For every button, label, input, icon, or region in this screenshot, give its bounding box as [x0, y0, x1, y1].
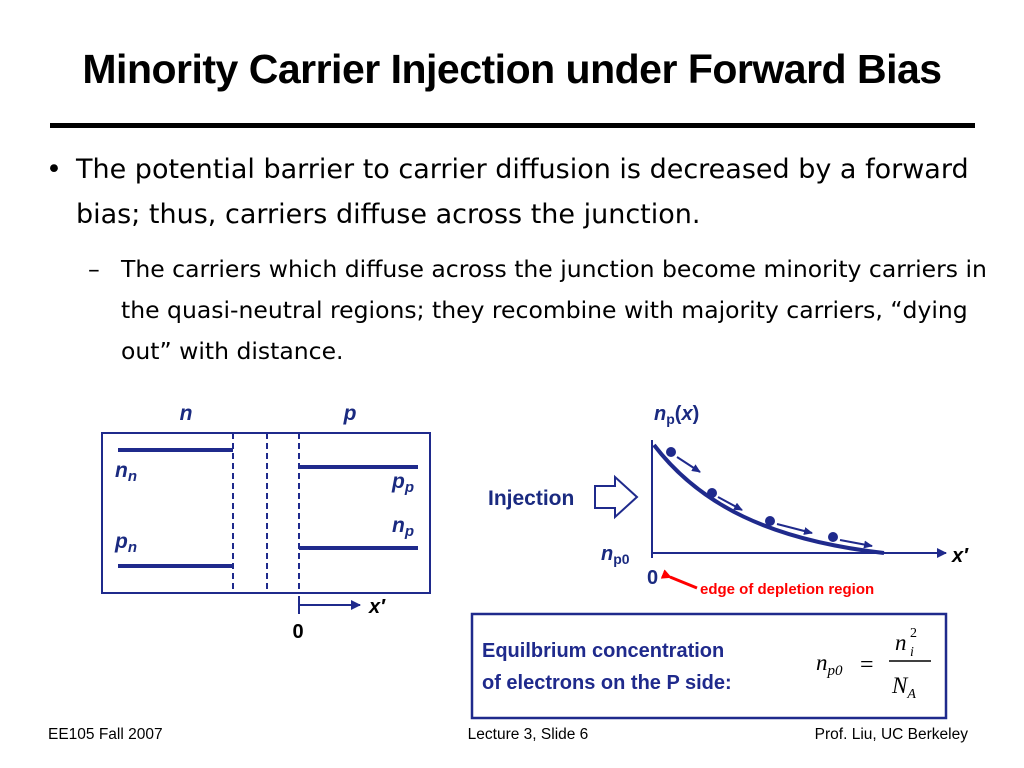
y-axis-label: np(x) [654, 403, 699, 427]
drift-arrow [676, 456, 701, 473]
pp-label: pp [391, 470, 414, 496]
edge-pointer-arrow [660, 569, 698, 590]
x-prime-axis-label: x′ [368, 596, 386, 618]
sub-bullet-1-text: The carriers which diffuse across the ju… [121, 255, 987, 365]
equation-numerator: n [895, 630, 907, 655]
sub-bullet-mark: – [88, 255, 100, 283]
equation-caption-line2: of electrons on the P side: [482, 672, 732, 694]
np0-label: np0 [601, 543, 630, 567]
carrier-dot [828, 532, 838, 542]
axis-origin-label: 0 [292, 621, 303, 643]
equation-numerator-sub: i [910, 645, 914, 660]
bullet-1: • The potential barrier to carrier diffu… [46, 147, 986, 237]
equation-caption-line1: Equilbrium concentration [482, 640, 724, 662]
equation-box: Equilbrium concentration of electrons on… [470, 612, 948, 720]
drift-arrow [776, 523, 813, 535]
footer-course: EE105 Fall 2007 [48, 726, 163, 743]
decay-curve [652, 443, 885, 555]
junction-diagram: n p nn pn pp np x′ 0 [101, 402, 431, 643]
plot-x-label: x′ [951, 545, 969, 567]
carrier-dot [707, 488, 717, 498]
carrier-profile-plot: np(x) Injection np0 0 x′ edge of depleti… [488, 403, 969, 598]
bullet-1-sub-1: – The carriers which diffuse across the … [88, 249, 1000, 372]
equation-box-frame [470, 612, 948, 720]
bullet-1-text: The potential barrier to carrier diffusi… [76, 154, 969, 230]
equation-denominator: NA [891, 673, 916, 702]
np-label: np [392, 514, 414, 540]
slide-title: Minority Carrier Injection under Forward… [82, 46, 942, 92]
injection-label: Injection [488, 487, 574, 510]
equation-numerator-sup: 2 [910, 626, 917, 641]
bullet-mark: • [46, 154, 62, 185]
drift-arrow [839, 539, 873, 549]
nn-label: nn [115, 459, 137, 485]
plot-origin-label: 0 [647, 567, 658, 589]
region-p-label: p [343, 402, 357, 425]
carrier-dot [666, 447, 676, 457]
carrier-dot [765, 516, 775, 526]
drift-arrow [717, 496, 743, 511]
injection-arrow-icon [594, 474, 639, 520]
np0-equation: np0 = n 2 i NA [816, 626, 931, 702]
title-rule [50, 123, 975, 128]
pn-label: pn [114, 530, 137, 556]
edge-of-depletion-label: edge of depletion region [700, 581, 874, 598]
footer-author: Prof. Liu, UC Berkeley [814, 726, 968, 743]
equation-lhs: np0 [816, 650, 843, 679]
footer-slide-number: Lecture 3, Slide 6 [467, 726, 589, 743]
equals-sign: = [860, 652, 874, 678]
region-n-label: n [180, 402, 193, 425]
